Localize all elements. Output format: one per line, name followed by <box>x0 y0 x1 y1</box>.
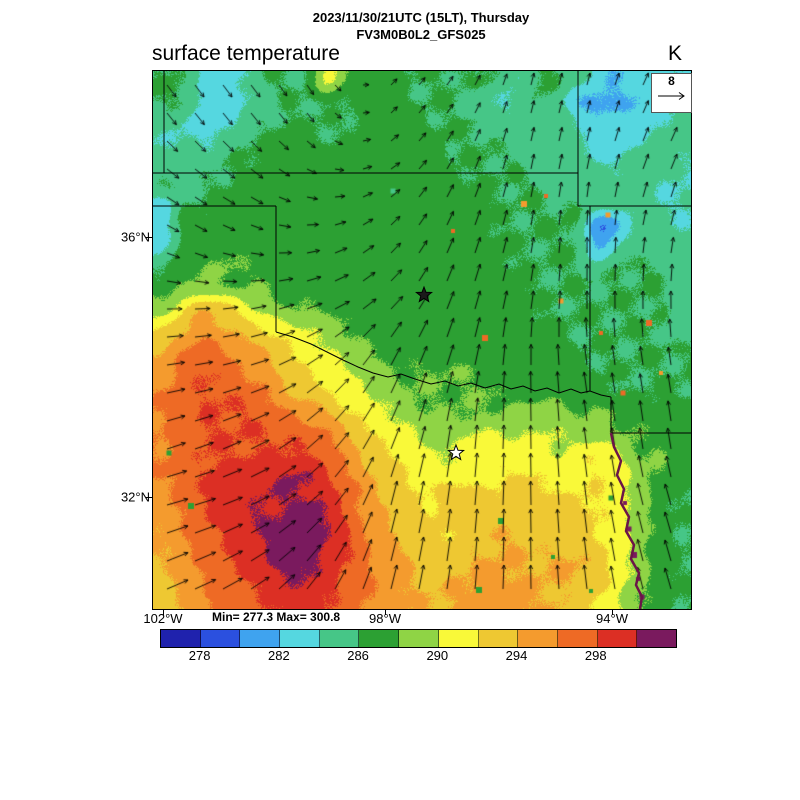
lat-tick-mark <box>146 497 152 498</box>
colorbar-segment <box>637 630 676 647</box>
colorbar-tick-label: 290 <box>426 648 449 663</box>
plot-title-datetime: 2023/11/30/21UTC (15LT), Thursday <box>312 10 530 25</box>
colorbar-labels: 278 282 286 290 294 298 <box>160 648 675 664</box>
field-title: surface temperature <box>152 42 340 65</box>
lon-tick-label: 94°W <box>596 611 628 626</box>
colorbar-segment <box>359 630 400 647</box>
wind-reference-box: 8 <box>651 73 692 113</box>
wind-reference-value: 8 <box>668 74 675 88</box>
colorbar-tick-label: 294 <box>505 648 528 663</box>
lat-tick-label: 32°N <box>120 489 150 505</box>
colorbar <box>160 629 677 648</box>
wind-reference-arrow-icon <box>657 92 685 100</box>
colorbar-segment <box>399 630 439 647</box>
lon-tick-label: 98°W <box>369 611 401 626</box>
colorbar-tick-label: 282 <box>267 648 290 663</box>
colorbar-segment <box>319 630 360 647</box>
colorbar-segment <box>438 630 479 647</box>
colorbar-segment <box>240 630 281 647</box>
colorbar-segment <box>478 630 519 647</box>
plot-title-model: FV3M0B0L2_GFS025 <box>356 27 486 42</box>
colorbar-tick-label: 286 <box>347 648 369 663</box>
temperature-field-canvas <box>153 71 691 609</box>
lat-tick-label: 36°N <box>120 229 150 245</box>
lon-tick-mark <box>385 609 386 615</box>
lon-tick-mark <box>612 609 613 615</box>
colorbar-segment <box>597 630 638 647</box>
colorbar-segment <box>161 630 201 647</box>
minmax-label: Min= 277.3 Max= 300.8 <box>212 610 341 624</box>
colorbar-segment <box>280 630 320 647</box>
colorbar-tick-label: 278 <box>188 648 211 663</box>
colorbar-segment <box>518 630 558 647</box>
colorbar-tick-label: 298 <box>584 648 607 663</box>
lon-tick-mark <box>163 609 164 615</box>
lat-tick-mark <box>146 237 152 238</box>
map-frame <box>152 70 692 610</box>
lon-tick-label: 102°W <box>143 611 183 626</box>
units-label: K <box>667 42 682 65</box>
colorbar-segment <box>557 630 598 647</box>
colorbar-segment <box>200 630 241 647</box>
